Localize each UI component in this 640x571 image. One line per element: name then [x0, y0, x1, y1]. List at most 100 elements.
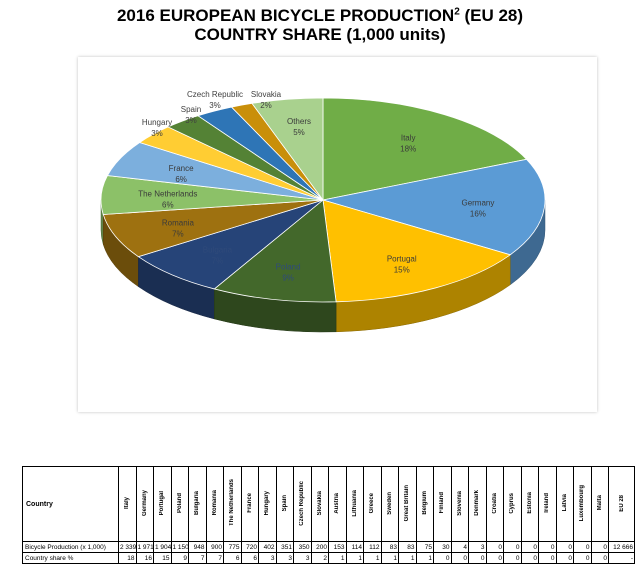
pie-label-romania: Romania: [162, 219, 195, 228]
table-cell: 0: [555, 552, 574, 564]
table-header-sweden: Sweden: [380, 466, 399, 542]
pie-chart-frame: Italy 18% Germany 16% Portugal 15% Poland 9% Bul…: [78, 57, 597, 412]
pie-chart: Italy 18% Germany 16% Portugal 15% Poland 9% Bul…: [100, 90, 546, 333]
table-header-the-netherlands: The Netherlands: [223, 466, 242, 542]
table-corner-label: Country: [22, 466, 119, 542]
table-header-label: Luxembourg: [579, 484, 586, 522]
table-cell: 0: [503, 541, 522, 553]
table-header-label: Slovakia: [316, 490, 323, 516]
table-cell: 350: [293, 541, 312, 553]
table-cell: 1: [398, 552, 417, 564]
table-row-label: Bicycle Production (x 1,000): [22, 541, 119, 553]
table-header-label: Czech Republic: [299, 480, 306, 526]
table-cell: 1: [415, 552, 434, 564]
pie-label-portugal: Portugal: [387, 255, 417, 264]
pie-percent-italy: 18%: [400, 144, 416, 153]
pie-slice-poland: [213, 199, 337, 303]
table-cell: 7: [188, 552, 207, 564]
table-header-estonia: Estonia: [520, 466, 539, 542]
production-table: Country Italy Germany Portugal Poland Bulgar…: [22, 466, 635, 564]
table-header-label: Latvia: [561, 494, 568, 512]
pie-percent-the-netherlands: 6%: [162, 200, 174, 209]
table-header-austria: Austria: [328, 466, 347, 542]
table-header-label: Croatia: [491, 492, 498, 514]
pie-percent-spain: 3%: [185, 116, 197, 125]
pie-percent-czech-republic: 3%: [209, 101, 221, 110]
table-header-label: Germany: [141, 489, 148, 516]
table-cell: 948: [188, 541, 207, 553]
table-cell: 1: [363, 552, 382, 564]
table-cell: 2 339: [118, 541, 137, 553]
table-header-lithuania: Lithuania: [345, 466, 364, 542]
pie-label-germany: Germany: [461, 199, 494, 208]
table-cell: 83: [398, 541, 417, 553]
table-cell: 0: [503, 552, 522, 564]
table-header-slovenia: Slovenia: [450, 466, 469, 542]
table-header-slovakia: Slovakia: [310, 466, 329, 542]
table-cell: 2: [310, 552, 329, 564]
table-header-czech-republic: Czech Republic: [293, 466, 312, 542]
table-header-luxembourg: Luxembourg: [573, 466, 592, 542]
table-header-label: Great Britain: [404, 484, 411, 522]
table-cell: 1: [328, 552, 347, 564]
table-header-label: Spain: [281, 494, 288, 512]
table-cell: 3: [275, 552, 294, 564]
table-header-label: France: [246, 493, 253, 513]
table-cell: 83: [380, 541, 399, 553]
table-row: Bicycle Production (x 1,000) 2 339 1 971 1 …: [22, 541, 635, 553]
table-cell: 0: [485, 541, 504, 553]
table-cell: 1 971: [135, 541, 154, 553]
table-cell: 0: [520, 541, 539, 553]
table-header-denmark: Denmark: [468, 466, 487, 542]
table-cell: 0: [555, 541, 574, 553]
table-header-hungary: Hungary: [258, 466, 277, 542]
table-header-label: Malta: [596, 495, 603, 511]
table-cell: 0: [590, 541, 609, 553]
table-cell: 0: [520, 552, 539, 564]
table-header-romania: Romania: [205, 466, 224, 542]
table-cell: 402: [258, 541, 277, 553]
table-header-label: Estonia: [526, 492, 533, 514]
table-cell: 75: [415, 541, 434, 553]
table-header-label: Poland: [176, 492, 183, 513]
table-header-label: EU 28: [618, 494, 625, 512]
table-header-great-britain: Great Britain: [398, 466, 417, 542]
table-cell: 4: [450, 541, 469, 553]
table-header-label: Lithuania: [351, 489, 358, 517]
table-cell: 1 904: [153, 541, 172, 553]
pie-label-others: Others: [287, 117, 311, 126]
table-row: Country share % 18 16 15 9 7 7 6 6 3 3 3 2 1 1 1 1 1 1 0 0 0 0…: [22, 552, 635, 564]
table-header-croatia: Croatia: [485, 466, 504, 542]
table-cell: 200: [310, 541, 329, 553]
pie-label-slovakia: Slovakia: [251, 90, 282, 99]
table-cell: 0: [573, 541, 592, 553]
pie-slice-italy: [322, 97, 528, 201]
table-header-eu-28: EU 28: [608, 466, 635, 542]
table-header-label: Belgium: [421, 491, 428, 515]
table-cell: 1: [345, 552, 364, 564]
table-header-label: Portugal: [159, 490, 166, 516]
pie-label-hungary: Hungary: [142, 118, 172, 127]
table-header-label: The Netherlands: [229, 479, 236, 527]
pie-percent-poland: 9%: [282, 274, 294, 283]
pie-label-bulgaria: Bulgaria: [203, 245, 233, 254]
pie-label-the-netherlands: The Netherlands: [138, 189, 197, 198]
table-header-label: Ireland: [544, 493, 551, 513]
table-cell: 1: [380, 552, 399, 564]
table-cell: 12 666: [608, 541, 635, 553]
production-table-wrap: Country Italy Germany Portugal Poland Bulgar…: [22, 466, 635, 564]
table-cell: 0: [485, 552, 504, 564]
table-cell: 3: [293, 552, 312, 564]
pie-percent-bulgaria: 7%: [212, 256, 224, 265]
table-cell: 6: [223, 552, 242, 564]
table-cell: 18: [118, 552, 137, 564]
table-header-label: Cyprus: [509, 492, 516, 514]
table-header-label: Finland: [439, 492, 446, 514]
table-cell: 16: [135, 552, 154, 564]
table-cell: 9: [170, 552, 189, 564]
pie-label-france: France: [169, 164, 194, 173]
table-cell: 0: [538, 552, 557, 564]
pie-label-czech-republic: Czech Republic: [187, 90, 243, 99]
table-header-greece: Greece: [363, 466, 382, 542]
table-header-latvia: Latvia: [555, 466, 574, 542]
